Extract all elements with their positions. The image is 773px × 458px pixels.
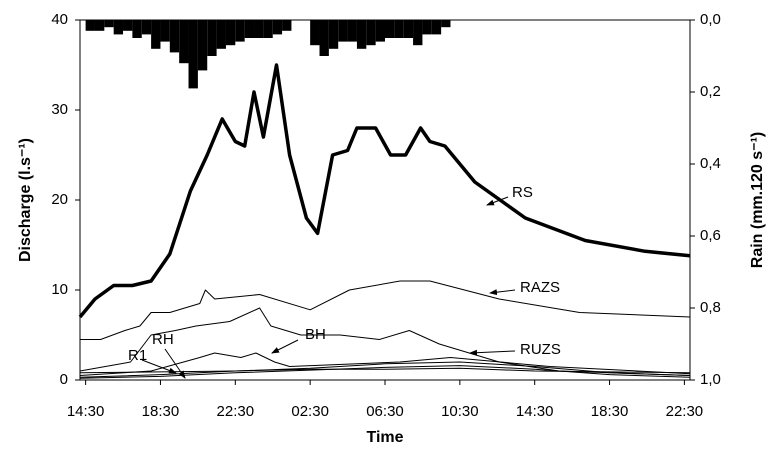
annotation-arrow [489,289,516,296]
x-tick-label: 06:30 [366,403,404,420]
annotation-arrow [486,196,509,206]
rain-bar [151,20,161,49]
series-line [80,280,691,340]
y2-tick-label: 0,6 [700,227,721,244]
annotation-arrow [141,359,177,374]
rain-bar [431,20,442,35]
rain-bar [85,20,95,31]
annotation-arrow [469,349,516,356]
series-annotation: RAZS [520,279,560,296]
y-axis-label: Discharge (l.s⁻¹) [17,138,34,262]
series-annotation: RS [512,184,533,201]
annotation-arrow [271,339,299,354]
x-tick-label: 22:30 [666,403,704,420]
rain-bar [244,20,255,38]
y2-tick-label: 0,2 [700,83,721,100]
rain-bar [385,20,395,38]
x-tick-label: 14:30 [516,403,554,420]
rain-bar [347,20,357,42]
rain-bar [169,20,180,53]
rain-bar [366,20,376,46]
series-annotation: RUZS [520,341,561,358]
rain-bar [319,20,329,56]
rain-bar [132,20,142,38]
plot-frame [79,19,691,381]
rain-bar [356,20,367,49]
rain-bar [403,20,414,38]
series-line [78,63,691,319]
y2-axis-label: Rain (mm.120 s⁻¹) [749,132,766,268]
x-tick-label: 18:30 [142,403,180,420]
rain-bar [254,20,264,38]
annotation-arrow [164,348,186,379]
rain-bar [141,20,152,35]
series-line [79,352,691,376]
series-annotation: BH [305,326,326,343]
rain-bar [282,20,292,31]
x-tick-label: 18:30 [591,403,629,420]
y-tick-label: 20 [51,191,68,208]
rain-bar [113,20,124,35]
y-tick-label: 10 [51,281,68,298]
y2-tick-label: 0,4 [700,155,721,172]
rain-bar [225,20,236,46]
rain-bar [123,20,133,31]
x-tick-label: 22:30 [217,403,255,420]
rain-bar [207,20,217,56]
rain-bar [104,20,114,28]
x-tick-label: 02:30 [291,403,329,420]
rain-bar [441,20,451,28]
rain-bar [216,20,226,49]
rain-bar [160,20,170,42]
y-tick-label: 40 [51,11,68,28]
y2-tick-label: 1,0 [700,371,721,388]
series-annotation: RH [152,331,174,348]
rain-bar [197,20,208,71]
x-tick-label: 14:30 [67,403,105,420]
y2-tick-label: 0,0 [700,11,721,28]
rain-bar [188,20,198,89]
rain-bar [338,20,348,42]
x-tick-label: 10:30 [441,403,479,420]
series-annotation: R1 [128,347,147,364]
rain-bar [328,20,339,49]
rain-bar [263,20,273,38]
rain-bar [310,20,320,46]
y2-tick-label: 0,8 [700,299,721,316]
rain-bar [413,20,423,46]
rain-bar [235,20,245,42]
rain-bar [179,20,189,64]
rain-bar [94,20,105,31]
rain-bar [422,20,432,35]
rain-bar [375,20,385,42]
rain-bar [272,20,283,35]
x-axis-label: Time [366,429,403,446]
y-tick-label: 30 [51,101,68,118]
rain-bar [394,20,404,38]
y-tick-label: 0 [60,371,68,388]
